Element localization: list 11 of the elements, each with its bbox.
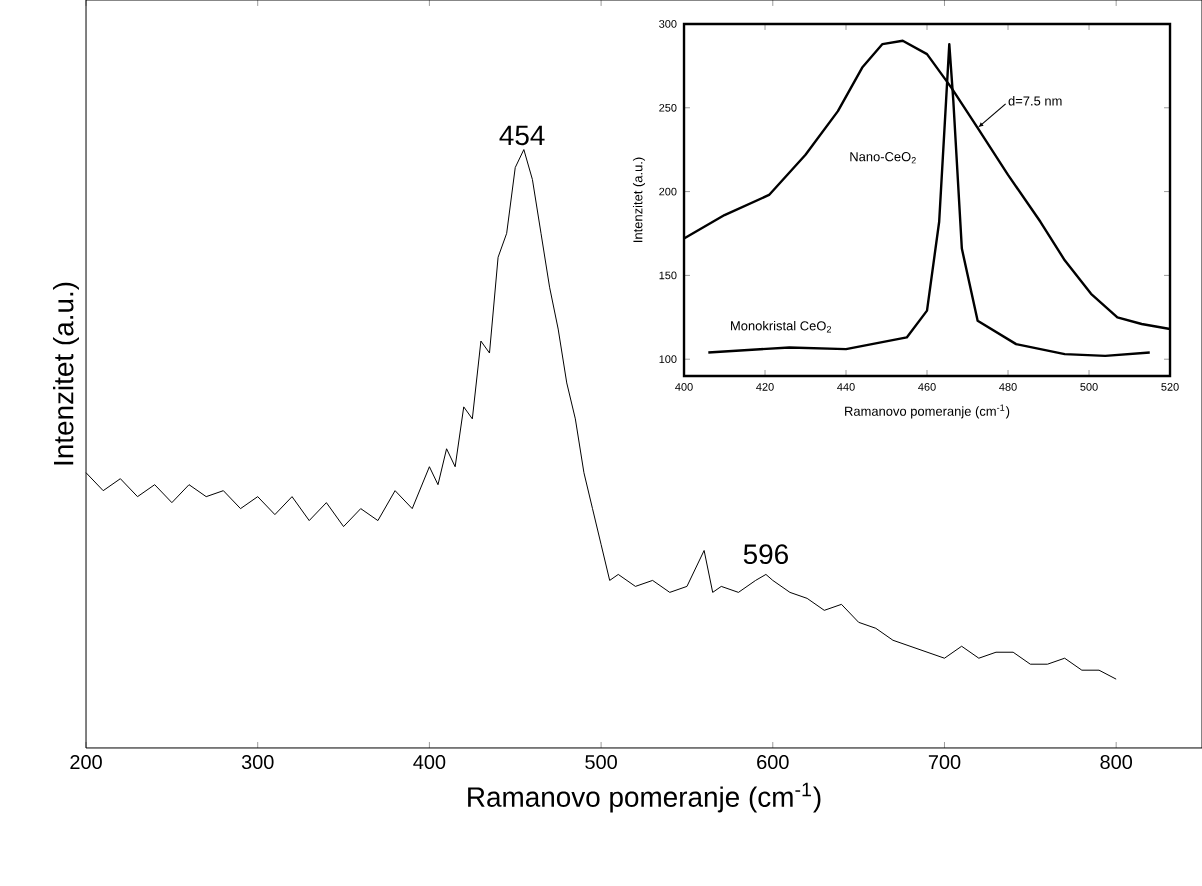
y-axis-title: Intenzitet (a.u.) xyxy=(52,282,79,465)
annotation: 454 xyxy=(499,125,545,146)
x-tick-label: 600 xyxy=(757,755,789,770)
x-axis-title: Ramanovo pomeranje (cm$^{-1}$) xyxy=(468,782,821,813)
annotation: 596 xyxy=(743,544,788,565)
x-tick-label: 700 xyxy=(928,755,961,770)
x-tick-label: 300 xyxy=(241,755,274,770)
x-tick-label: 800 xyxy=(1100,755,1133,770)
x-tick-label: 400 xyxy=(413,755,446,770)
x-tick-label: 200 xyxy=(70,755,102,770)
x-tick-label: 500 xyxy=(585,755,617,770)
